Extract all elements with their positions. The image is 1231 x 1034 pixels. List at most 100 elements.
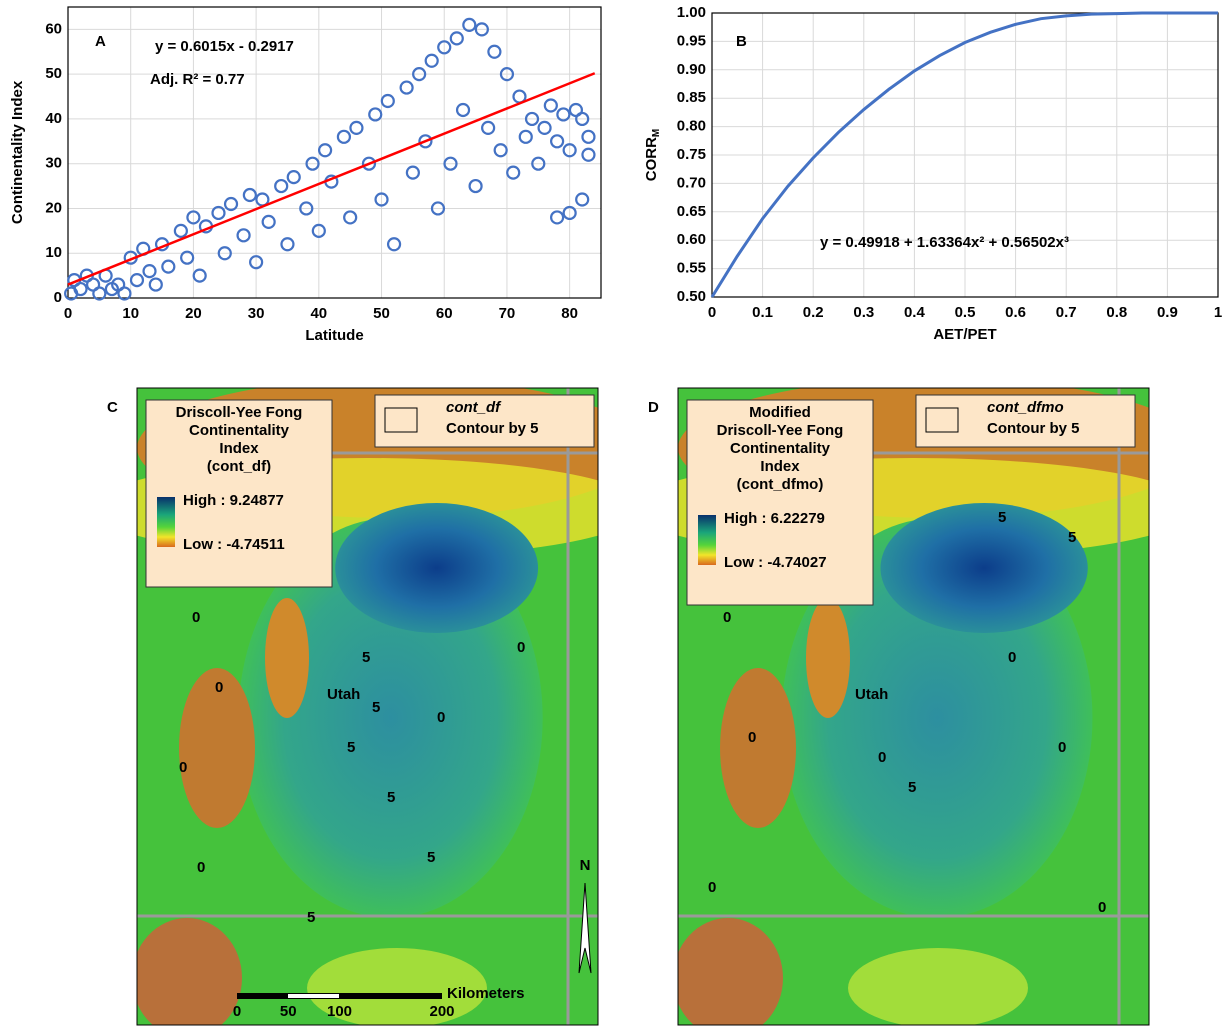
y-tick-label: 0.60	[677, 231, 706, 248]
plot-frame	[711, 12, 1219, 298]
legend-ramp	[698, 515, 716, 565]
scatter-point	[518, 129, 533, 144]
scatter-point	[499, 67, 515, 82]
scatter-point	[531, 156, 546, 171]
y-axis-label-main: Continentality Index	[9, 80, 26, 224]
scatter-point	[242, 187, 257, 203]
x-tick-label: 40	[310, 305, 327, 322]
scatter-point	[148, 277, 163, 292]
scatter-point	[430, 201, 446, 216]
scatter-point	[361, 156, 377, 171]
scatter-point	[562, 205, 577, 221]
scatter-point	[380, 93, 395, 109]
x-tick-label: 30	[248, 305, 265, 322]
terrain-ridge	[265, 598, 309, 718]
scatter-point	[299, 201, 314, 216]
scatter-point	[474, 22, 489, 37]
legend-high: High : 6.22279	[724, 510, 825, 527]
x-tick-label: 0	[708, 304, 716, 321]
x-tick-label: 0.5	[955, 304, 976, 321]
scatter-point	[581, 129, 596, 144]
contour-label: 5	[427, 849, 435, 866]
scatter-point	[493, 143, 508, 158]
layer-note: Contour by 5	[987, 420, 1080, 437]
contour-label: 0	[437, 709, 445, 726]
legend-title: Continentality	[189, 422, 290, 439]
y-tick-label: 0	[54, 289, 62, 306]
x-tick-label: 0.9	[1157, 304, 1178, 321]
x-tick-label: 0.7	[1056, 304, 1077, 321]
scatter-point	[550, 210, 565, 225]
north-arrow	[578, 882, 592, 974]
annotation: y = 0.6015x - 0.2917	[155, 38, 294, 55]
scatter-point	[424, 53, 439, 68]
scatter-point	[217, 246, 232, 261]
contour-label: 5	[908, 779, 916, 796]
contour-label: 0	[748, 729, 756, 746]
x-tick-label: 70	[499, 305, 516, 322]
legend-title: Index	[760, 458, 800, 475]
annotation: y = 0.49918 + 1.63364x² + 0.56502x³	[820, 234, 1069, 251]
scatter-point	[223, 196, 239, 212]
scatter-point	[581, 147, 596, 162]
x-tick-label: 0.8	[1106, 304, 1127, 321]
x-tick-label: 0	[64, 305, 72, 322]
y-axis-label-main: CORR	[643, 137, 660, 181]
legend-low: Low : -4.74027	[724, 554, 827, 571]
x-tick-label: 50	[373, 305, 390, 322]
y-tick-label: 0.80	[677, 118, 706, 135]
scatter-point	[449, 31, 464, 46]
layer-swatch	[384, 407, 418, 433]
scatter-point	[368, 107, 383, 122]
north-label: N	[580, 857, 591, 874]
scatter-point	[386, 237, 402, 252]
plot-frame	[67, 6, 602, 299]
scatter-point	[550, 134, 565, 149]
scatter-point	[524, 111, 540, 127]
x-tick-label: 0.3	[853, 304, 874, 321]
y-tick-label: 0.95	[677, 32, 706, 49]
y-tick-label: 0.65	[677, 203, 706, 220]
y-tick-label: 0.90	[677, 61, 706, 78]
terrain-ridge	[678, 918, 783, 1025]
scatter-point	[73, 281, 88, 297]
terrain-ridge	[179, 668, 255, 828]
contour-label: 0	[878, 749, 886, 766]
scatter-point	[562, 143, 577, 158]
contour-label: 5	[307, 909, 315, 926]
scatter-point	[249, 255, 264, 270]
legend-low: Low : -4.74511	[183, 536, 285, 553]
scatter-point	[556, 107, 571, 122]
panel-label: A	[95, 33, 106, 50]
scatter-point	[412, 67, 427, 82]
legend-title: Driscoll-Yee Fong	[717, 422, 844, 439]
contour-label: 0	[708, 879, 716, 896]
scatter-point	[129, 272, 145, 288]
x-tick-label: 0.6	[1005, 304, 1026, 321]
y-tick-label: 0.55	[677, 260, 706, 277]
legend-title: Continentality	[730, 440, 831, 457]
panel-label: D	[648, 399, 659, 416]
scatter-point	[92, 286, 107, 301]
terrain-yellow	[848, 948, 1028, 1025]
layer-swatch	[925, 407, 959, 433]
scale-unit: Kilometers	[447, 985, 525, 1002]
y-tick-label: 10	[45, 244, 62, 261]
y-tick-label: 0.70	[677, 174, 706, 191]
scatter-point	[374, 192, 389, 207]
terrain-low	[335, 503, 539, 633]
terrain-low	[880, 503, 1088, 633]
scatter-point	[192, 268, 207, 283]
contour-label: 0	[1008, 649, 1016, 666]
scatter-point	[280, 237, 295, 252]
x-tick-label: 60	[436, 305, 453, 322]
scatter-point	[468, 178, 483, 194]
y-tick-label: 0.75	[677, 146, 706, 163]
legend-title: Index	[219, 440, 259, 457]
scatter-point	[437, 40, 452, 55]
scatter-point	[399, 80, 414, 95]
y-tick-label: 30	[45, 155, 62, 172]
x-tick-label: 1	[1214, 304, 1222, 321]
terrain-yellow	[307, 948, 487, 1025]
